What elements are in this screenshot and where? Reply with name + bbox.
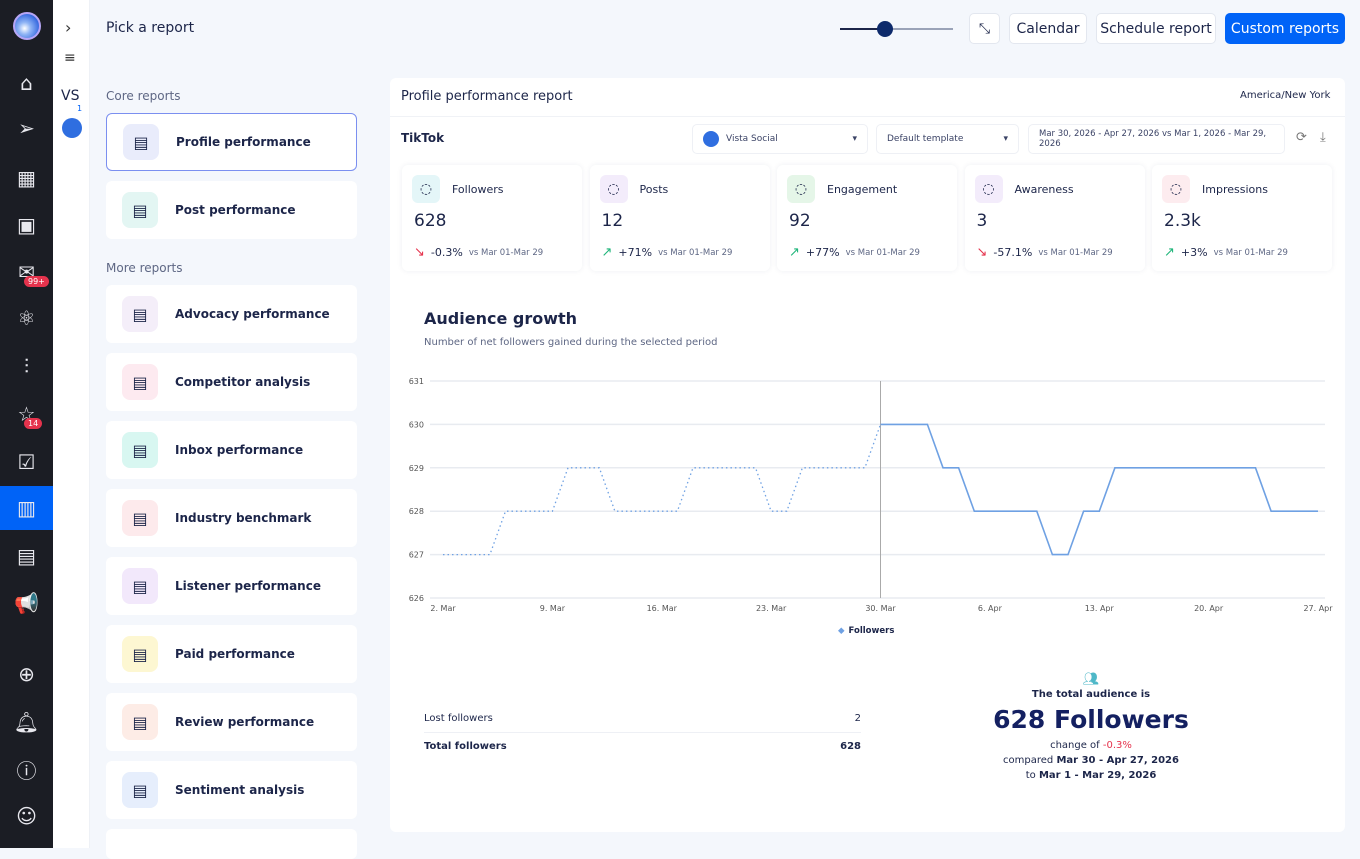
row-label: Total followers [424, 741, 507, 752]
previous-range: Mar 1 - Mar 29, 2026 [1039, 770, 1156, 781]
x-tick-label: 23. Mar [756, 604, 787, 613]
summary-intro: The total audience is [940, 687, 1242, 702]
y-tick-label: 626 [409, 594, 424, 603]
legend-marker-icon: ◆ [838, 626, 845, 636]
row-label: Lost followers [424, 713, 493, 724]
series-line-dotted [443, 424, 881, 554]
x-tick-label: 30. Mar [865, 604, 896, 613]
users-icon: 👥︎ [940, 672, 1242, 687]
x-tick-label: 6. Apr [978, 604, 1003, 613]
compared-label: compared [1003, 755, 1053, 766]
chart-legend-followers[interactable]: ◆ Followers [838, 626, 894, 636]
y-tick-label: 630 [409, 420, 424, 429]
x-tick-label: 16. Mar [647, 604, 678, 613]
row-value: 628 [840, 741, 861, 752]
audience-summary: 👥︎ The total audience is 628 Followers c… [940, 672, 1242, 783]
compared-range: Mar 30 - Apr 27, 2026 [1056, 755, 1178, 766]
x-tick-label: 27. Apr [1303, 604, 1333, 613]
y-tick-label: 631 [409, 377, 424, 386]
change-value: -0.3% [1103, 740, 1132, 751]
x-tick-label: 2. Mar [430, 604, 456, 613]
lost-followers-row: Lost followers 2 [424, 705, 861, 733]
x-tick-label: 9. Mar [540, 604, 566, 613]
y-tick-label: 629 [409, 464, 424, 473]
to-label: to [1026, 770, 1036, 781]
change-label: change of [1050, 740, 1100, 751]
series-line-solid [881, 424, 1319, 554]
total-followers-big: 628 Followers [940, 702, 1242, 738]
x-tick-label: 20. Apr [1194, 604, 1224, 613]
total-followers-row: Total followers 628 [424, 733, 861, 759]
y-tick-label: 627 [409, 551, 424, 560]
x-tick-label: 13. Apr [1085, 604, 1115, 613]
legend-label: Followers [849, 626, 895, 636]
y-tick-label: 628 [409, 507, 424, 516]
row-value: 2 [855, 713, 861, 724]
